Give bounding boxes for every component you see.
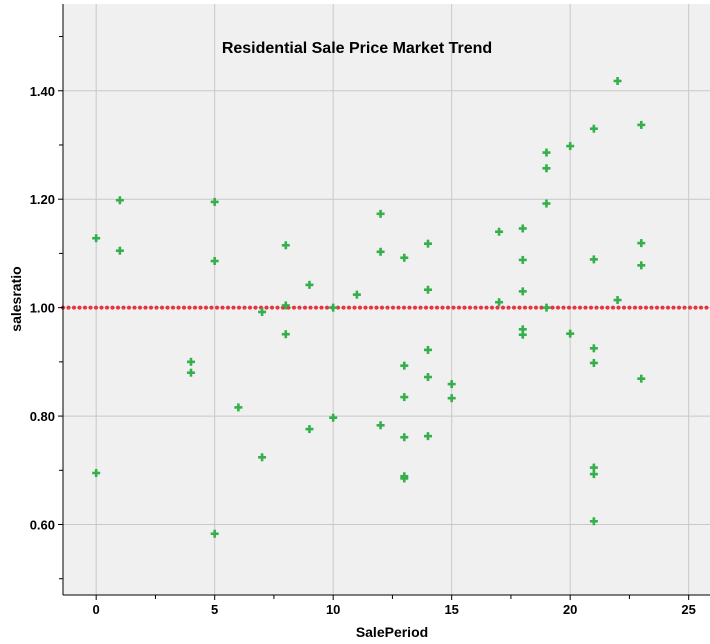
data-point [376,209,385,218]
data-point [566,329,575,338]
x-tick-label: 25 [681,602,695,617]
data-point [637,120,646,129]
data-point [423,285,432,294]
data-point [589,344,598,353]
data-point [542,303,551,312]
data-point [589,470,598,479]
data-point [566,142,575,151]
x-tick-label: 10 [326,602,340,617]
data-point [352,290,361,299]
data-point [329,413,338,422]
data-point [305,425,314,434]
x-tick-label: 0 [93,602,100,617]
data-point [400,253,409,262]
data-point [258,453,267,462]
data-point [447,380,456,389]
data-point [637,239,646,248]
data-point [210,529,219,538]
data-point [495,227,504,236]
y-tick-label: 1.40 [30,84,55,99]
data-point [613,76,622,85]
data-point [376,421,385,430]
data-point [92,469,101,478]
x-tick-label: 5 [211,602,218,617]
data-point [281,301,290,310]
data-point [542,148,551,157]
x-tick-label: 20 [563,602,577,617]
data-point [613,296,622,305]
data-point [518,330,527,339]
data-point [186,368,195,377]
data-point [589,517,598,526]
data-point [423,432,432,441]
data-point [423,239,432,248]
data-point [447,394,456,403]
data-point [589,358,598,367]
data-point [210,257,219,266]
data-point [186,357,195,366]
data-point [115,196,124,205]
data-points [92,76,646,538]
data-point [423,345,432,354]
y-tick-label: 0.60 [30,518,55,533]
data-point [234,403,243,412]
data-point [542,199,551,208]
data-point [258,307,267,316]
data-point [542,164,551,173]
data-point [92,234,101,243]
y-axis-title: salesratio [8,266,24,331]
data-point [400,393,409,402]
data-point [589,124,598,133]
data-point [305,280,314,289]
data-point [400,433,409,442]
y-tick-label: 0.80 [30,409,55,424]
data-point [210,197,219,206]
x-axis-title: SalePeriod [356,624,428,640]
data-point [281,241,290,250]
chart-title: Residential Sale Price Market Trend [222,40,492,57]
data-point [518,224,527,233]
y-tick-label: 1.00 [30,301,55,316]
data-point [329,303,338,312]
data-point [518,287,527,296]
data-point [495,298,504,307]
data-point [281,330,290,339]
data-point [589,255,598,264]
data-point [637,374,646,383]
data-point [637,261,646,270]
data-point [518,255,527,264]
plot-background [63,4,710,595]
data-point [423,373,432,382]
data-point [115,246,124,255]
data-point [400,361,409,370]
data-point [400,474,409,483]
data-point [376,247,385,256]
x-tick-label: 15 [444,602,458,617]
axis-ticks: 0 5 10 15 20 25 0.60 0.80 1.00 1.20 1.40 [30,36,696,617]
y-tick-label: 1.20 [30,192,55,207]
